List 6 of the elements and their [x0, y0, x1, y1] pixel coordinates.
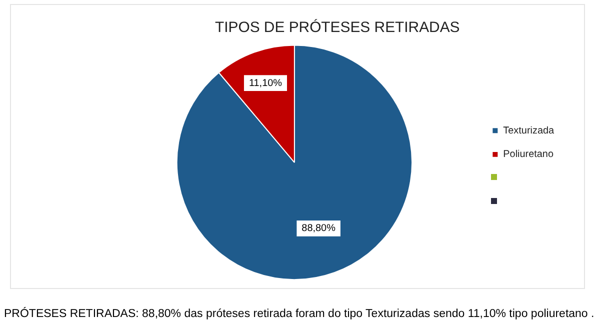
- legend-label: Texturizada: [503, 125, 555, 136]
- data-label: 11,10%: [248, 78, 282, 89]
- text: PRÓTESES RETIRADAS: 88,80% das próteses retirada foram do tipo Texturizadas sendo 11,10% tipo poliuretano .: [4, 308, 594, 320]
- chart-title: TIPOS DE PRÓTESES RETIRADAS: [214, 18, 460, 36]
- data-label: 88,80%: [302, 223, 336, 234]
- legend-label: Poliuretano: [503, 149, 554, 160]
